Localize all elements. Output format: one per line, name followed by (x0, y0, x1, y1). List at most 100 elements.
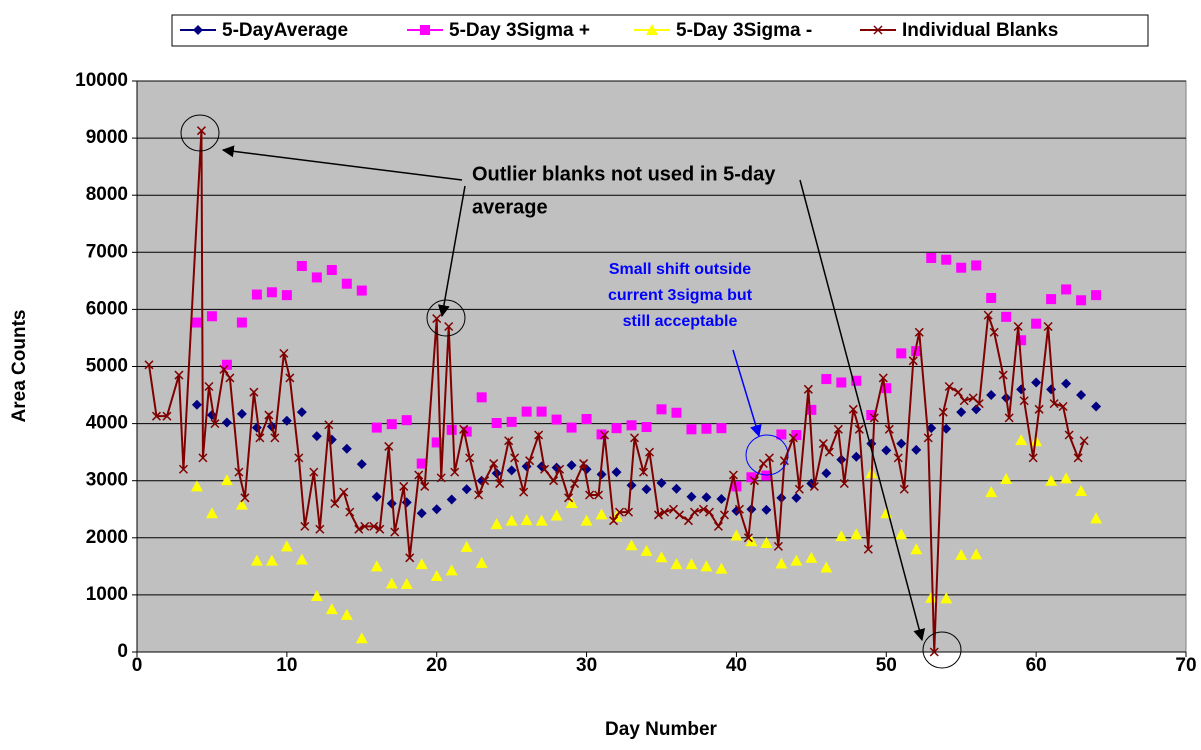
arrow (221, 145, 463, 181)
marker (715, 562, 728, 574)
legend-label: Individual Blanks (902, 20, 1058, 41)
marker (249, 387, 259, 397)
marker (910, 543, 923, 555)
marker (779, 456, 789, 466)
marker (851, 451, 862, 462)
marker (625, 539, 638, 551)
marker (506, 465, 517, 476)
marker (986, 390, 997, 401)
marker (716, 493, 727, 504)
marker (851, 375, 862, 386)
marker (399, 481, 409, 491)
marker (1031, 377, 1042, 388)
marker (689, 507, 699, 517)
y-tick-label: 1000 (86, 584, 128, 605)
marker (671, 483, 682, 494)
marker (285, 373, 295, 383)
marker (205, 507, 218, 519)
marker (279, 348, 289, 358)
marker (505, 514, 518, 526)
marker (570, 479, 580, 489)
marker (540, 464, 550, 474)
marker (896, 348, 907, 359)
arrow (437, 185, 466, 318)
marker (938, 407, 948, 417)
marker (420, 481, 430, 491)
marker (550, 509, 563, 521)
shift-circle (745, 434, 789, 476)
marker (280, 540, 293, 552)
marker (833, 424, 843, 434)
marker (191, 317, 202, 328)
legend-label: 5-DayAverage (222, 20, 348, 41)
marker (265, 554, 278, 566)
marker (196, 126, 206, 136)
marker (716, 423, 727, 434)
x-tick-label: 0 (132, 655, 143, 676)
marker (596, 429, 607, 440)
marker (219, 364, 229, 374)
y-tick-label: 4000 (86, 413, 128, 434)
marker (941, 254, 952, 265)
marker (794, 484, 804, 494)
y-tick-label: 8000 (86, 184, 128, 205)
marker (520, 514, 533, 526)
marker (490, 518, 503, 530)
marker (1004, 413, 1014, 423)
marker (956, 262, 967, 273)
marker (1028, 453, 1038, 463)
marker (881, 445, 892, 456)
marker (1001, 311, 1012, 322)
marker (971, 260, 982, 271)
marker (506, 416, 517, 427)
marker (281, 415, 292, 426)
marker (713, 521, 723, 531)
marker (803, 384, 813, 394)
marker (656, 404, 667, 415)
marker (1073, 453, 1083, 463)
marker (415, 558, 428, 570)
marker (236, 317, 247, 328)
x-tick-label: 60 (1026, 655, 1047, 676)
marker (193, 25, 203, 35)
marker (445, 564, 458, 576)
marker (600, 430, 610, 440)
marker (926, 253, 937, 264)
marker (1091, 401, 1102, 412)
marker (873, 25, 883, 35)
marker (955, 548, 968, 560)
x-tick-label: 10 (276, 655, 297, 676)
marker (998, 370, 1008, 380)
marker (1060, 472, 1073, 484)
marker (923, 433, 933, 443)
marker (324, 420, 334, 430)
marker (1034, 404, 1044, 414)
marker (700, 560, 713, 572)
marker (474, 490, 484, 500)
marker (595, 508, 608, 520)
marker (1090, 512, 1103, 524)
marker (974, 399, 984, 409)
marker (773, 541, 783, 551)
marker (953, 387, 963, 397)
marker (174, 370, 184, 380)
marker (220, 474, 233, 486)
legend-label: 5-Day 3Sigma + (449, 20, 590, 41)
marker (162, 411, 172, 421)
marker (893, 453, 903, 463)
marker (585, 490, 595, 500)
marker (420, 25, 430, 35)
marker (431, 504, 442, 515)
y-tick-label: 10000 (75, 70, 128, 91)
marker (1031, 318, 1042, 329)
marker (776, 429, 787, 440)
marker (356, 459, 367, 470)
marker (1000, 472, 1013, 484)
outlier-circle (180, 114, 220, 152)
marker (225, 373, 235, 383)
marker (641, 422, 652, 433)
marker (983, 310, 993, 320)
marker (400, 578, 413, 590)
marker (281, 290, 292, 301)
marker (580, 514, 593, 526)
